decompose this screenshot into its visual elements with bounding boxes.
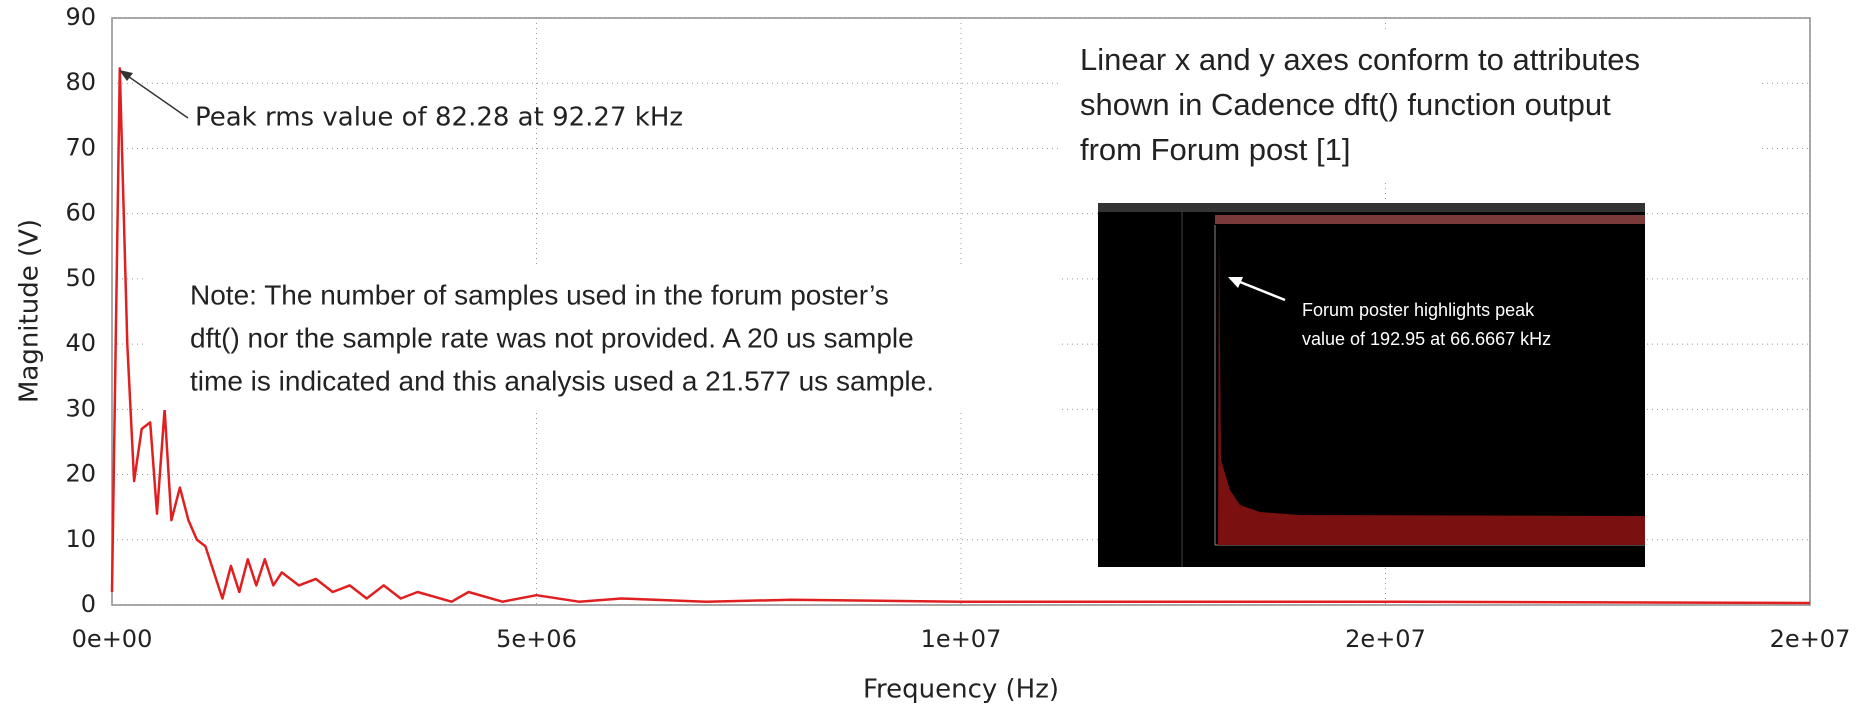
y-axis-label: Magnitude (V) (15, 219, 45, 403)
x-tick-label: 0e+00 (72, 625, 153, 653)
y-tick-label: 20 (65, 460, 96, 488)
inset-background (1098, 203, 1645, 567)
y-tick-label: 30 (65, 394, 96, 422)
x-tick-label: 1e+07 (921, 625, 1002, 653)
inset-screenshot: Forum poster highlights peak value of 19… (1098, 203, 1645, 567)
y-tick-label: 90 (65, 3, 96, 31)
y-tick-label: 40 (65, 329, 96, 357)
y-tick-label: 60 (65, 199, 96, 227)
series-layer (110, 67, 1811, 605)
sample-note: time is indicated and this analysis used… (190, 365, 934, 396)
axes-note: shown in Cadence dft() function output (1080, 87, 1611, 122)
y-tick-label: 10 (65, 525, 96, 553)
inset-toolbar (1215, 215, 1645, 224)
note-box (145, 265, 1060, 410)
x-axis-label: Frequency (Hz) (863, 675, 1059, 705)
sample-note: dft() nor the sample rate was not provid… (190, 322, 914, 353)
peak-annotation: Peak rms value of 82.28 at 92.27 kHz (195, 103, 683, 133)
y-tick-label: 70 (65, 133, 96, 161)
x-tick-label: 2e+07 (1770, 625, 1851, 653)
inset-spectrum (1218, 230, 1645, 545)
inset-arrowhead (1228, 277, 1243, 288)
note-box (1062, 30, 1762, 180)
y-tick-label: 80 (65, 68, 96, 96)
inset-toolbar (1098, 203, 1645, 212)
annotation-arrow (121, 71, 189, 119)
y-tick-label: 0 (81, 590, 96, 618)
x-tick-label: 2e+07 (1345, 625, 1426, 653)
sample-note: Note: The number of samples used in the … (190, 279, 889, 310)
annotation-arrowhead (119, 70, 133, 81)
axes-note: from Forum post [1] (1080, 132, 1350, 167)
inset-note: Forum poster highlights peak (1302, 300, 1535, 320)
x-tick-label: 5e+06 (496, 625, 577, 653)
y-tick-label: 50 (65, 264, 96, 292)
inset-note: value of 192.95 at 66.6667 kHz (1302, 329, 1551, 349)
series-line (110, 67, 1811, 605)
axes-note: Linear x and y axes conform to attribute… (1080, 42, 1640, 77)
